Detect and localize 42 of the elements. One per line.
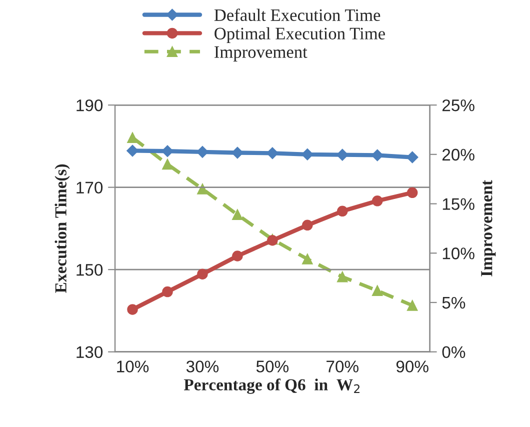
legend-label: Improvement (214, 46, 308, 62)
legend-label: Optimal Execution Time (214, 27, 385, 43)
y2-axis-title: Improvement (481, 180, 496, 276)
point (126, 144, 138, 157)
y-axis-title: Execution Time(s) (54, 164, 70, 293)
y-tick-label: 150 (76, 264, 103, 276)
y-tick-label: 190 (76, 99, 103, 112)
point (162, 158, 173, 170)
y2-tick-label: 0% (442, 346, 466, 358)
point (302, 254, 313, 264)
point (232, 146, 244, 159)
point (337, 271, 348, 282)
y-tick-label: 130 (76, 346, 103, 358)
x-tick-label: 70% (326, 360, 358, 372)
x-tick-label: 90% (396, 360, 428, 372)
point (232, 250, 243, 262)
y2-tick-label: 15% (442, 198, 474, 210)
point (197, 268, 208, 280)
y2-tick-label: 5% (442, 296, 466, 309)
y2-tick-label: 25% (442, 99, 474, 112)
x-tick-label: 10% (117, 360, 149, 372)
point (406, 187, 418, 198)
point (197, 184, 208, 194)
point (196, 146, 208, 158)
point (127, 132, 138, 143)
y2-tick-label: 20% (442, 148, 474, 161)
point (406, 300, 418, 311)
legend-label: Default Execution Time (214, 8, 380, 22)
y2-tick-label: 10% (442, 248, 474, 260)
point (127, 304, 138, 315)
point (302, 220, 313, 231)
point (232, 209, 243, 220)
point (162, 286, 173, 298)
x-axis-title: Percentage of Q6 in W$_{2}$ (184, 378, 360, 394)
x-tick-label: 50% (256, 360, 289, 372)
y-tick-label: 170 (76, 182, 103, 194)
x-tick-label: 30% (186, 360, 219, 372)
point (337, 206, 348, 217)
point (372, 285, 383, 296)
point (266, 147, 278, 160)
point (372, 196, 383, 206)
point (162, 145, 174, 158)
